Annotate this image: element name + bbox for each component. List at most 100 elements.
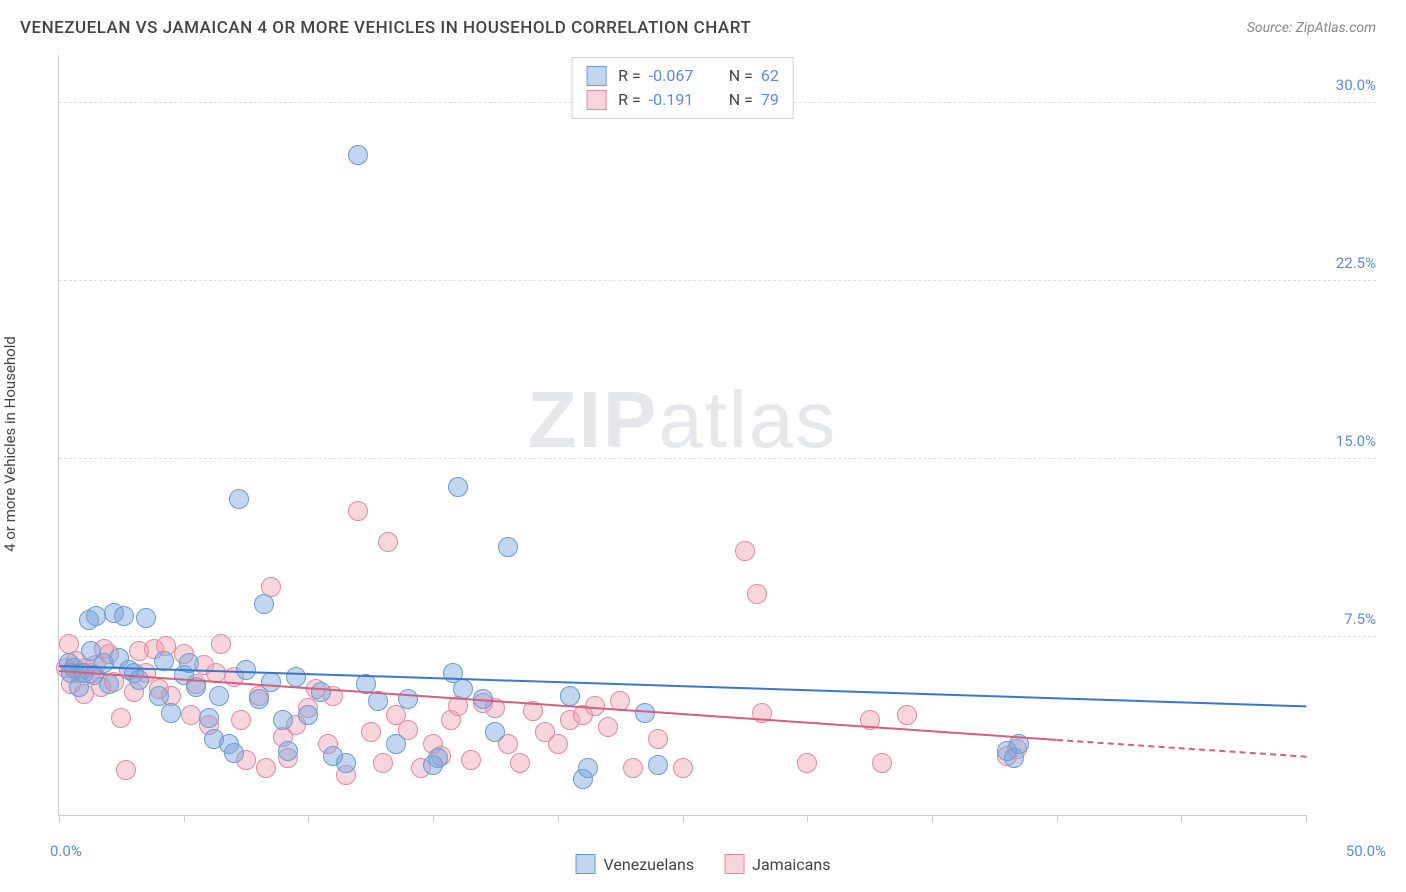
data-point-venezuelans (428, 748, 448, 768)
data-point-jamaicans (211, 634, 231, 654)
data-point-venezuelans (261, 672, 281, 692)
data-point-venezuelans (273, 710, 293, 730)
legend-label: Jamaicans (752, 855, 830, 874)
data-point-jamaicans (648, 729, 668, 749)
x-axis-max-label: 50.0% (1346, 842, 1386, 860)
r-value-jamaicans: -0.191 (649, 88, 709, 112)
data-point-venezuelans (199, 708, 219, 728)
n-label: N = (729, 64, 753, 88)
data-point-jamaicans (231, 710, 251, 730)
data-point-jamaicans (897, 705, 917, 725)
data-point-jamaicans (747, 584, 767, 604)
data-point-venezuelans (485, 722, 505, 742)
data-point-venezuelans (453, 679, 473, 699)
data-point-venezuelans (398, 689, 418, 709)
data-point-venezuelans (448, 477, 468, 497)
data-point-venezuelans (286, 667, 306, 687)
data-point-venezuelans (498, 537, 518, 557)
data-point-venezuelans (161, 703, 181, 723)
trendline-dash-jamaicans (1057, 739, 1307, 758)
data-point-jamaicans (373, 753, 393, 773)
x-tick (807, 815, 808, 822)
x-tick (683, 815, 684, 822)
r-label: R = (618, 64, 641, 88)
x-tick (1306, 815, 1307, 822)
legend-item: Jamaicans (724, 854, 830, 874)
data-point-venezuelans (336, 753, 356, 773)
r-label: R = (618, 88, 641, 112)
data-point-venezuelans (386, 734, 406, 754)
plot-region: ZIPatlas R = -0.067 N = 62 R = -0.191 N … (58, 55, 1306, 816)
legend-row-venezuelans: R = -0.067 N = 62 (586, 64, 779, 88)
data-point-jamaicans (361, 722, 381, 742)
data-point-jamaicans (116, 760, 136, 780)
data-point-jamaicans (797, 753, 817, 773)
correlation-legend: R = -0.067 N = 62 R = -0.191 N = 79 (571, 57, 794, 119)
r-value-venezuelans: -0.067 (649, 64, 709, 88)
x-tick (1057, 815, 1058, 822)
data-point-venezuelans (136, 608, 156, 628)
data-point-jamaicans (111, 708, 131, 728)
data-point-venezuelans (578, 758, 598, 778)
data-point-jamaicans (378, 532, 398, 552)
data-point-jamaicans (510, 753, 530, 773)
gridline-h (59, 636, 1376, 637)
x-tick (184, 815, 185, 822)
data-point-venezuelans (348, 145, 368, 165)
n-label: N = (729, 88, 753, 112)
legend-label: Venezuelans (604, 855, 695, 874)
x-tick (932, 815, 933, 822)
data-point-jamaicans (872, 753, 892, 773)
gridline-h (59, 280, 1376, 281)
data-point-venezuelans (229, 489, 249, 509)
data-point-venezuelans (648, 755, 668, 775)
x-tick (433, 815, 434, 822)
data-point-venezuelans (298, 705, 318, 725)
y-tick-label: 22.5% (1316, 254, 1376, 272)
swatch-jamaicans (586, 90, 606, 110)
y-tick-label: 30.0% (1316, 76, 1376, 94)
data-point-jamaicans (623, 758, 643, 778)
y-tick-label: 15.0% (1316, 432, 1376, 450)
x-tick (1181, 815, 1182, 822)
legend-row-jamaicans: R = -0.191 N = 79 (586, 88, 779, 112)
gridline-h (59, 458, 1376, 459)
data-point-venezuelans (560, 686, 580, 706)
x-tick (308, 815, 309, 822)
watermark-zip: ZIP (528, 375, 658, 464)
data-point-jamaicans (598, 717, 618, 737)
chart-source: Source: ZipAtlas.com (1247, 20, 1376, 36)
legend-item: Venezuelans (576, 854, 695, 874)
data-point-venezuelans (129, 670, 149, 690)
y-tick-label: 7.5% (1316, 610, 1376, 628)
data-point-jamaicans (461, 750, 481, 770)
watermark: ZIPatlas (528, 374, 837, 466)
data-point-venezuelans (224, 743, 244, 763)
series-legend: Venezuelans Jamaicans (576, 854, 831, 874)
n-value-jamaicans: 79 (761, 88, 779, 112)
swatch-venezuelans (586, 66, 606, 86)
x-tick (558, 815, 559, 822)
data-point-venezuelans (249, 689, 269, 709)
x-tick (59, 815, 60, 822)
data-point-jamaicans (673, 758, 693, 778)
data-point-venezuelans (209, 686, 229, 706)
data-point-jamaicans (256, 758, 276, 778)
n-value-venezuelans: 62 (761, 64, 779, 88)
data-point-venezuelans (311, 682, 331, 702)
legend-swatch (724, 854, 744, 874)
data-point-jamaicans (548, 734, 568, 754)
data-point-venezuelans (114, 606, 134, 626)
watermark-atlas: atlas (658, 375, 837, 464)
data-point-jamaicans (348, 501, 368, 521)
chart-area: 4 or more Vehicles in Household ZIPatlas… (20, 55, 1376, 832)
legend-swatch (576, 854, 596, 874)
data-point-venezuelans (254, 594, 274, 614)
data-point-venezuelans (99, 674, 119, 694)
chart-header: VENEZUELAN VS JAMAICAN 4 OR MORE VEHICLE… (0, 0, 1406, 46)
trendline-venezuelans (59, 665, 1306, 707)
y-axis-label: 4 or more Vehicles in Household (1, 336, 19, 552)
data-point-venezuelans (278, 741, 298, 761)
x-axis-min-label: 0.0% (50, 842, 82, 860)
data-point-jamaicans (735, 541, 755, 561)
